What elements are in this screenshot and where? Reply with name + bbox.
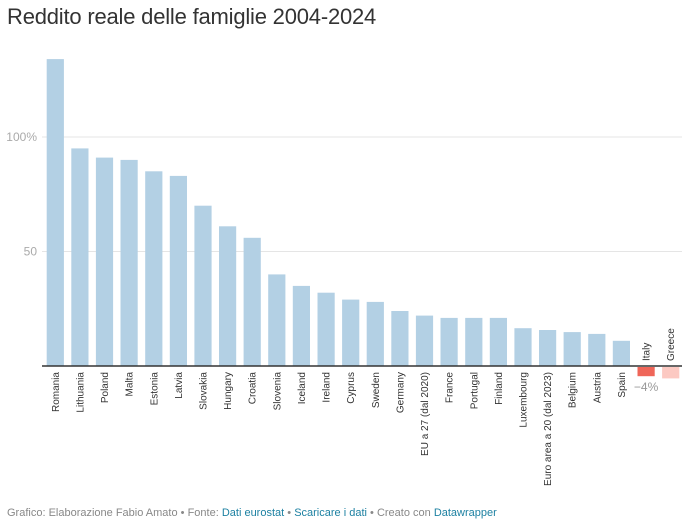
y-tick-label: 50: [24, 245, 38, 259]
x-tick-label: Spain: [617, 372, 628, 398]
bar-eu-a-27-dal-2020: [415, 315, 434, 366]
x-tick-label: Romania: [51, 372, 62, 412]
bar-france: [440, 317, 458, 366]
bar-romania: [46, 59, 64, 366]
bar-finland: [489, 317, 507, 366]
x-tick-label: Greece: [666, 328, 677, 361]
bar-belgium: [563, 332, 581, 366]
footer-separator: •: [180, 507, 185, 519]
x-tick-label: Lithuania: [75, 372, 86, 413]
bar-germany: [391, 311, 409, 366]
bar-ireland: [317, 292, 335, 366]
footer-created-label: Creato con: [376, 507, 431, 519]
bar-hungary: [219, 226, 237, 366]
bar-italy: [637, 367, 655, 377]
value-label-italy: −4%: [634, 380, 659, 394]
x-tick-label: Estonia: [149, 372, 160, 406]
bar-croatia: [243, 237, 261, 366]
x-tick-label: Slovenia: [272, 372, 283, 411]
bar-estonia: [145, 171, 163, 366]
x-tick-label: Iceland: [297, 372, 308, 404]
x-tick-label: Croatia: [248, 372, 259, 405]
bars: [46, 59, 680, 379]
x-tick-label: Hungary: [223, 372, 234, 410]
bar-latvia: [169, 175, 187, 366]
annotations: −4%: [634, 380, 659, 394]
source-link[interactable]: Dati eurostat: [221, 507, 285, 519]
x-tick-label: Italy: [642, 343, 653, 361]
bar-iceland: [292, 285, 310, 367]
bar-austria: [588, 333, 606, 366]
bar-poland: [95, 157, 114, 366]
bar-cyprus: [342, 299, 360, 366]
category-labels: Romania Lithuania Poland Malta Estonia Latvia…: [51, 328, 677, 486]
x-tick-label: Malta: [125, 372, 136, 397]
bar-malta: [120, 159, 138, 366]
bar-sweden: [366, 301, 384, 366]
x-tick-label: Poland: [100, 372, 111, 403]
x-tick-label: Latvia: [174, 372, 185, 399]
x-tick-label: Austria: [592, 372, 603, 404]
footer-source-label: Fonte:: [187, 507, 219, 519]
download-data-link[interactable]: Scaricare i dati: [294, 507, 367, 519]
bar-lithuania: [71, 148, 89, 366]
x-tick-label: Portugal: [469, 372, 480, 409]
x-tick-label: Luxembourg: [519, 372, 530, 428]
x-tick-label: Slovakia: [199, 372, 210, 410]
bar-portugal: [465, 317, 483, 366]
x-tick-label: Finland: [494, 372, 505, 405]
footer-credit: Grafico: Elaborazione Fabio Amato: [7, 507, 178, 519]
bar-spain: [612, 340, 630, 366]
bar-luxembourg: [514, 328, 532, 366]
x-tick-label: Belgium: [568, 372, 579, 408]
x-tick-label: EU a 27 (dal 2020): [420, 372, 431, 456]
x-tick-label: Cyprus: [346, 372, 357, 404]
x-tick-label: Ireland: [322, 372, 333, 403]
x-tick-label: Euro area a 20 (dal 2023): [543, 372, 554, 486]
y-tick-label: 100%: [6, 130, 37, 144]
bar-slovakia: [194, 205, 212, 366]
x-tick-label: Sweden: [371, 372, 382, 408]
x-tick-label: Germany: [395, 372, 406, 413]
chart-title: Reddito reale delle famiglie 2004-2024: [7, 4, 377, 29]
bar-slovenia: [268, 274, 286, 366]
footer: Grafico: Elaborazione Fabio Amato • Font…: [7, 507, 497, 519]
bar-greece: [662, 367, 680, 379]
datawrapper-link[interactable]: Datawrapper: [433, 507, 497, 519]
bar-chart: 100% 50 Romania Lithuania Poland Malta Estoni…: [6, 59, 682, 486]
footer-separator: •: [370, 507, 374, 519]
bar-euro-area-a-20-dal-2023: [539, 330, 557, 366]
footer-separator: •: [287, 507, 292, 519]
x-tick-label: France: [445, 372, 456, 404]
